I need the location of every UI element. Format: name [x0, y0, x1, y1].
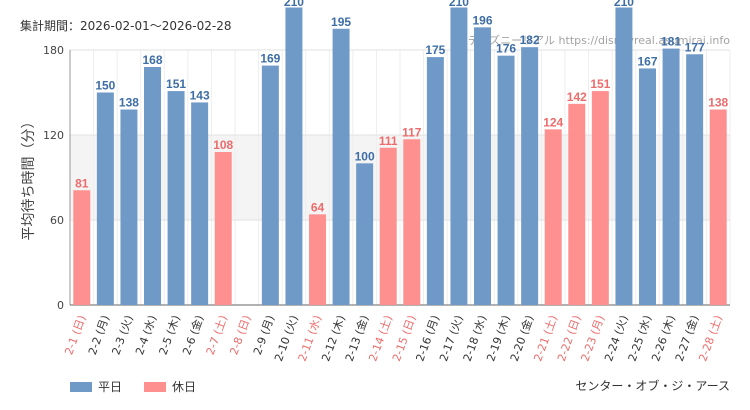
attraction-name: センター・オブ・ジ・アース	[575, 379, 730, 393]
x-tick-label: 2-28 (土)	[696, 314, 725, 364]
bar	[261, 65, 279, 305]
x-tick-label: 2-7 (土)	[204, 314, 230, 357]
bar-value-label: 81	[75, 176, 89, 190]
bar-value-label: 176	[496, 42, 516, 56]
legend-item-weekday[interactable]: 平日	[70, 378, 122, 395]
legend-label-holiday: 休日	[172, 380, 197, 394]
bar-value-label: 138	[119, 96, 139, 110]
bar-value-label: 100	[355, 149, 375, 163]
bar	[615, 7, 633, 305]
x-tick-label: 2-8 (日)	[227, 314, 253, 357]
bar	[544, 129, 562, 305]
bar	[309, 214, 326, 305]
bar-value-label: 181	[661, 35, 681, 49]
bar-value-label: 167	[637, 54, 657, 68]
legend: 平日 休日	[70, 378, 196, 395]
bar	[379, 147, 397, 305]
bar-value-label: 169	[260, 52, 280, 66]
bar	[426, 57, 444, 306]
y-tick-label: 180	[43, 44, 64, 57]
bar-value-label: 210	[614, 0, 634, 9]
watermark: ディズニーリアル https://disneyreal.asumirai.inf…	[467, 34, 730, 47]
x-tick-label: 2-9 (月)	[251, 314, 277, 357]
bar	[96, 92, 114, 305]
x-tick-label: 2-6 (金)	[179, 313, 206, 356]
bar-value-label: 168	[142, 53, 162, 67]
bar	[191, 102, 209, 306]
bar	[450, 7, 468, 305]
bar-value-label: 175	[425, 43, 445, 57]
bar	[686, 54, 704, 305]
bar	[356, 163, 374, 305]
bar	[497, 55, 515, 305]
bar-value-label: 111	[379, 134, 398, 148]
bar-value-label: 124	[543, 115, 563, 129]
x-tick-label: 2-2 (月)	[86, 314, 112, 357]
bar-value-label: 151	[590, 77, 610, 91]
bar	[167, 91, 185, 305]
legend-swatch-holiday	[144, 381, 167, 392]
bar	[568, 103, 586, 305]
bar-value-label: 150	[95, 79, 115, 93]
bar-value-label: 151	[166, 77, 186, 91]
y-axis-title: 平均待ち時間（分）	[21, 115, 37, 241]
bar-value-label: 195	[331, 15, 351, 29]
bar-value-label: 117	[402, 125, 422, 139]
bar	[474, 27, 491, 305]
bar	[591, 91, 609, 305]
bar	[144, 67, 161, 305]
bar-value-label: 210	[284, 0, 304, 9]
bar	[214, 152, 232, 305]
x-tick-label: 2-4 (水)	[133, 314, 159, 357]
bar-value-label: 196	[472, 13, 492, 27]
bar-value-label: 177	[685, 40, 705, 54]
bar-value-label: 64	[311, 200, 325, 214]
bar-value-label: 108	[213, 138, 233, 152]
legend-label-weekday: 平日	[98, 380, 123, 394]
legend-item-holiday[interactable]: 休日	[144, 378, 196, 395]
bar-value-label: 142	[567, 90, 587, 104]
y-tick-label: 60	[50, 214, 64, 227]
bar	[521, 47, 539, 306]
bar	[120, 109, 138, 305]
x-tick-label: 2-5 (木)	[157, 314, 183, 357]
bar	[639, 68, 656, 306]
bar-value-label: 182	[520, 33, 540, 47]
bar	[662, 48, 680, 305]
bar	[332, 28, 350, 305]
bar	[403, 139, 421, 305]
bar-value-label: 210	[449, 0, 469, 9]
y-tick-label: 120	[43, 129, 64, 142]
bar	[73, 190, 91, 305]
x-tick-label: 2-1 (日)	[62, 314, 88, 357]
bar	[709, 109, 727, 305]
bar-value-label: 138	[708, 96, 728, 110]
bar-value-label: 143	[190, 88, 210, 102]
y-tick-label: 0	[57, 299, 64, 312]
bar	[285, 7, 303, 305]
legend-swatch-weekday	[70, 381, 92, 392]
x-tick-label: 2-3 (火)	[109, 314, 135, 357]
period-label: 集計期間：2026-02-01〜2026-02-28	[20, 19, 232, 33]
